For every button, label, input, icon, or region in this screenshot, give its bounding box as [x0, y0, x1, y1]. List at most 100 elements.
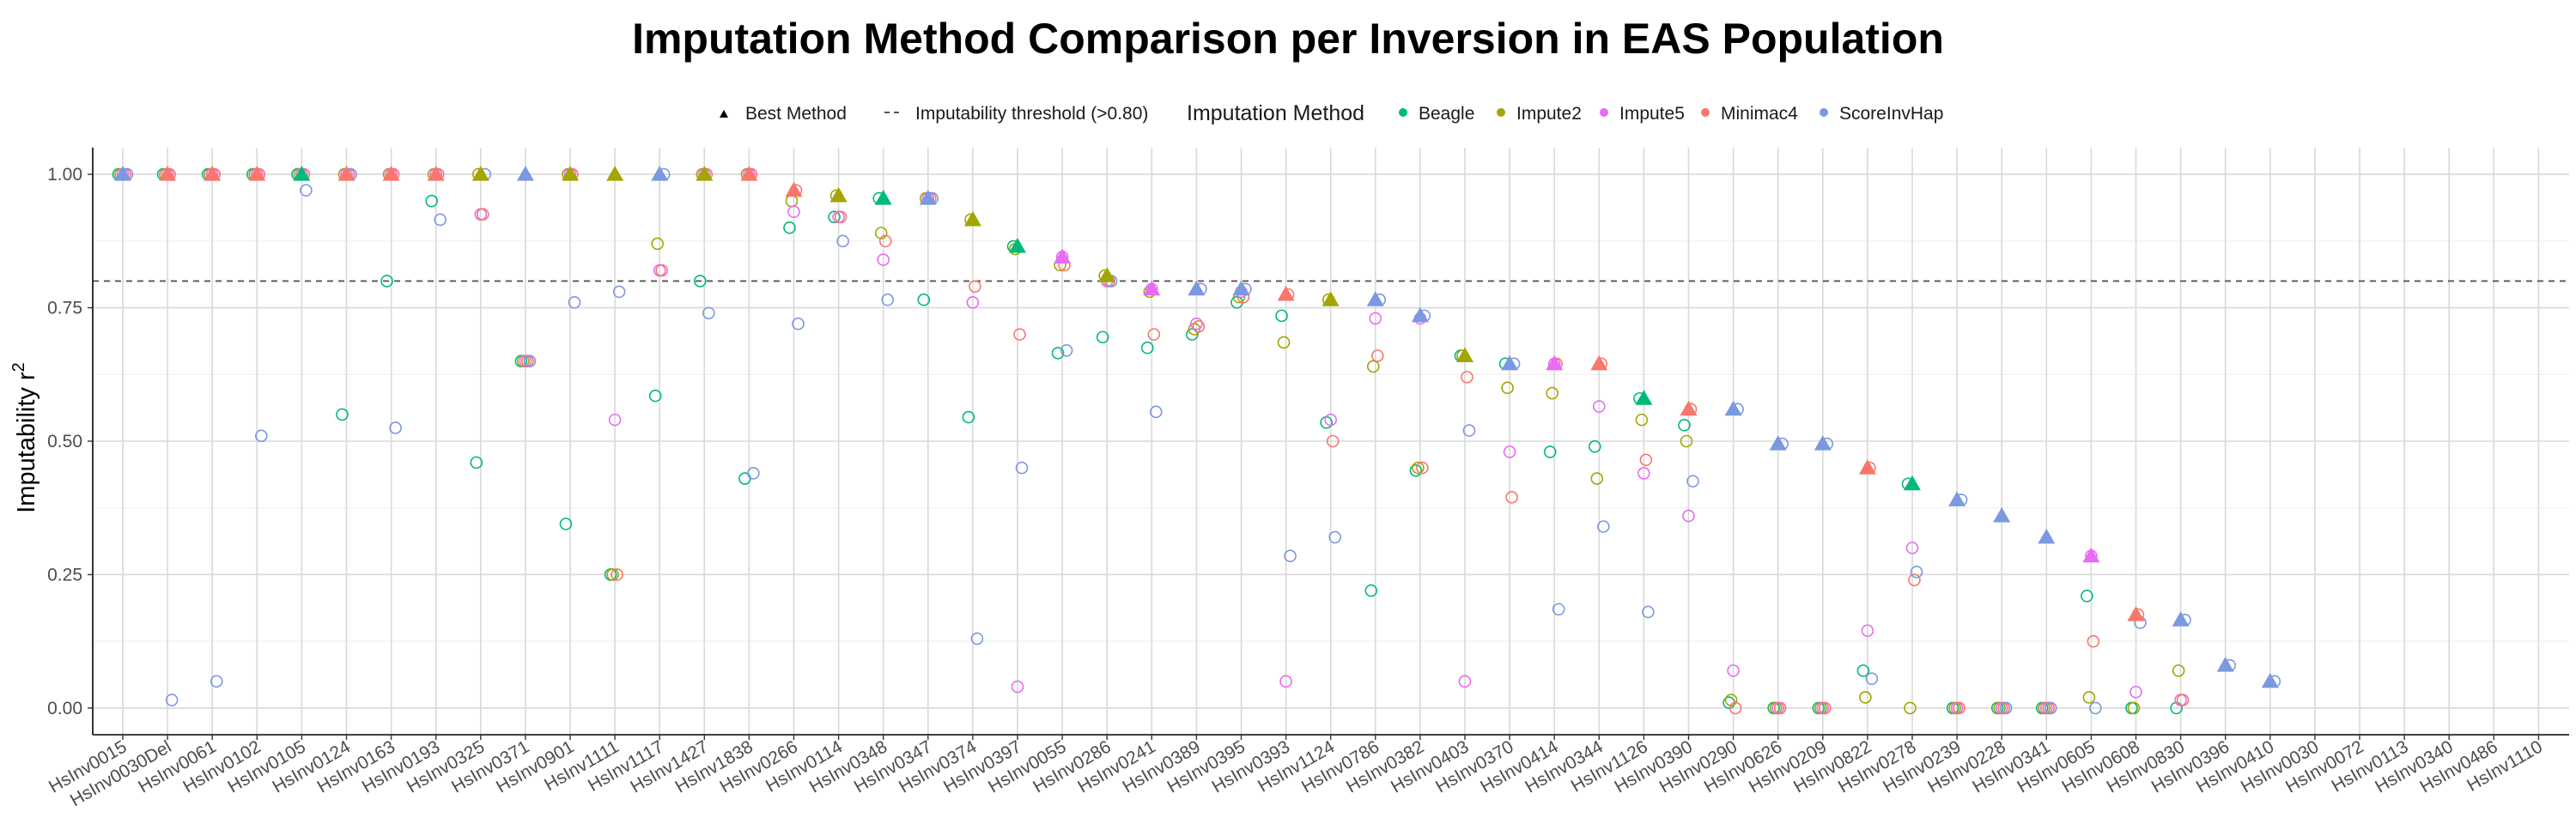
best-method-marker [427, 166, 445, 181]
data-point-scoreinvhap [1910, 566, 1923, 579]
data-point-scoreinvhap [1999, 701, 2013, 715]
x-tick-labels: HsInv0015HsInv0030DelHsInv0061HsInv0102H… [46, 736, 2546, 810]
data-point-scoreinvhap [1015, 461, 1029, 475]
best-method-marker [829, 186, 848, 203]
y-tick-labels: 0.00 0.25 0.50 0.75 1.00 [47, 165, 82, 718]
data-point-beagle [917, 293, 931, 306]
data-point-minimac4 [1326, 434, 1340, 448]
best-method-marker [651, 166, 669, 181]
data-point-minimac4 [1147, 328, 1161, 341]
data-point-impute5 [1503, 445, 1516, 458]
data-point-scoreinvhap [1686, 475, 1699, 488]
data-point-impute5 [1458, 675, 1472, 688]
y-tick-label: 1.00 [47, 165, 82, 185]
axes [88, 148, 2569, 740]
data-point-impute5 [966, 296, 980, 309]
data-point-impute2 [2082, 691, 2096, 704]
best-method-marker [204, 166, 222, 181]
best-method-marker [382, 166, 400, 181]
best-method-marker [2038, 528, 2056, 544]
best-method-marker [963, 210, 981, 227]
data-point-impute2 [785, 194, 799, 208]
data-point-minimac4 [476, 208, 489, 221]
data-point-beagle [783, 221, 796, 234]
data-point-scoreinvhap [523, 354, 537, 368]
best-method-marker [337, 166, 355, 181]
best-method-marker [785, 181, 803, 197]
data-point-impute2 [1501, 381, 1514, 395]
data-point-beagle [1364, 584, 1378, 597]
data-point-impute5 [877, 253, 890, 266]
best-method-marker [1321, 291, 1340, 306]
data-point-beagle [1186, 328, 1199, 341]
best-method-marker [1009, 238, 1026, 253]
data-point-minimac4 [2176, 694, 2190, 706]
data-point-impute2 [2172, 664, 2185, 677]
data-point-beagle [380, 275, 393, 288]
data-point-minimac4 [1773, 701, 1787, 715]
data-point-scoreinvhap [1328, 530, 1341, 544]
best-method-marker [1098, 267, 1116, 282]
data-point-minimac4 [1728, 701, 1742, 715]
data-point-scoreinvhap [300, 184, 313, 197]
data-point-minimac4 [1639, 453, 1653, 467]
best-method-marker [1635, 390, 1653, 405]
data-point-impute5 [1861, 624, 1874, 638]
legend-threshold: Imputability threshold (>0.80) [915, 104, 1148, 124]
data-point-beagle [1543, 445, 1557, 458]
data-point-minimac4 [1819, 701, 1832, 715]
y-axis-label: Imputability r2 [9, 362, 40, 513]
data-point-scoreinvhap [2089, 701, 2102, 715]
best-method-marker [1948, 491, 1966, 506]
best-method-marker [1054, 248, 1072, 264]
legend-beagle: Beagle [1419, 104, 1474, 124]
best-method-marker [1993, 507, 2011, 523]
best-method-marker [471, 166, 489, 181]
best-method-marker [114, 166, 131, 181]
data-point-scoreinvhap [1597, 520, 1610, 533]
y-tick-label: 0.75 [47, 299, 82, 318]
best-method-marker [1814, 435, 1832, 451]
data-point-minimac4 [2087, 634, 2100, 648]
data-point-minimac4 [834, 210, 848, 224]
data-point-scoreinvhap [1865, 672, 1879, 686]
data-point-beagle [559, 518, 573, 530]
best-method-marker [1501, 354, 1519, 371]
data-point-impute5 [1637, 467, 1650, 480]
data-point-impute5 [1279, 675, 1292, 688]
best-method-marker [1232, 280, 1250, 296]
data-point-beagle [1141, 341, 1154, 354]
legend: Best Method Imputability threshold (>0.8… [720, 101, 1943, 125]
legend-impute5: Impute5 [1619, 104, 1685, 124]
legend-impute5-swatch [1600, 108, 1608, 117]
data-point-scoreinvhap [165, 694, 179, 706]
best-method-marker [1590, 354, 1608, 371]
data-point-impute2 [651, 237, 665, 251]
grid [93, 148, 2569, 735]
data-point-scoreinvhap [881, 293, 894, 306]
best-method-marker [159, 166, 177, 181]
best-method-marker [2216, 657, 2234, 672]
data-point-scoreinvhap [1060, 343, 1073, 357]
best-method-marker [1680, 400, 1698, 416]
best-method-marker [1411, 306, 1429, 323]
data-point-scoreinvhap [568, 296, 581, 309]
data-point-beagle [1096, 330, 1109, 344]
best-method-marker [2172, 611, 2190, 627]
best-method-marker [696, 166, 714, 181]
data-point-impute2 [1680, 434, 1693, 448]
best-method-marker [1188, 280, 1206, 296]
data-point-beagle [693, 275, 707, 288]
data-point-beagle [962, 410, 975, 424]
best-method-marker [1858, 459, 1876, 475]
best-method-marker [1143, 280, 1161, 296]
legend-impute2: Impute2 [1516, 104, 1582, 124]
data-point-minimac4 [1416, 461, 1429, 475]
best-method-marker [293, 166, 311, 181]
chart-title: Imputation Method Comparison per Inversi… [632, 15, 1944, 63]
legend-scoreinvhap-swatch [1820, 108, 1828, 117]
data-point-impute5 [608, 413, 622, 427]
data-point-impute5 [1727, 664, 1740, 677]
data-point-impute5 [1190, 317, 1203, 330]
